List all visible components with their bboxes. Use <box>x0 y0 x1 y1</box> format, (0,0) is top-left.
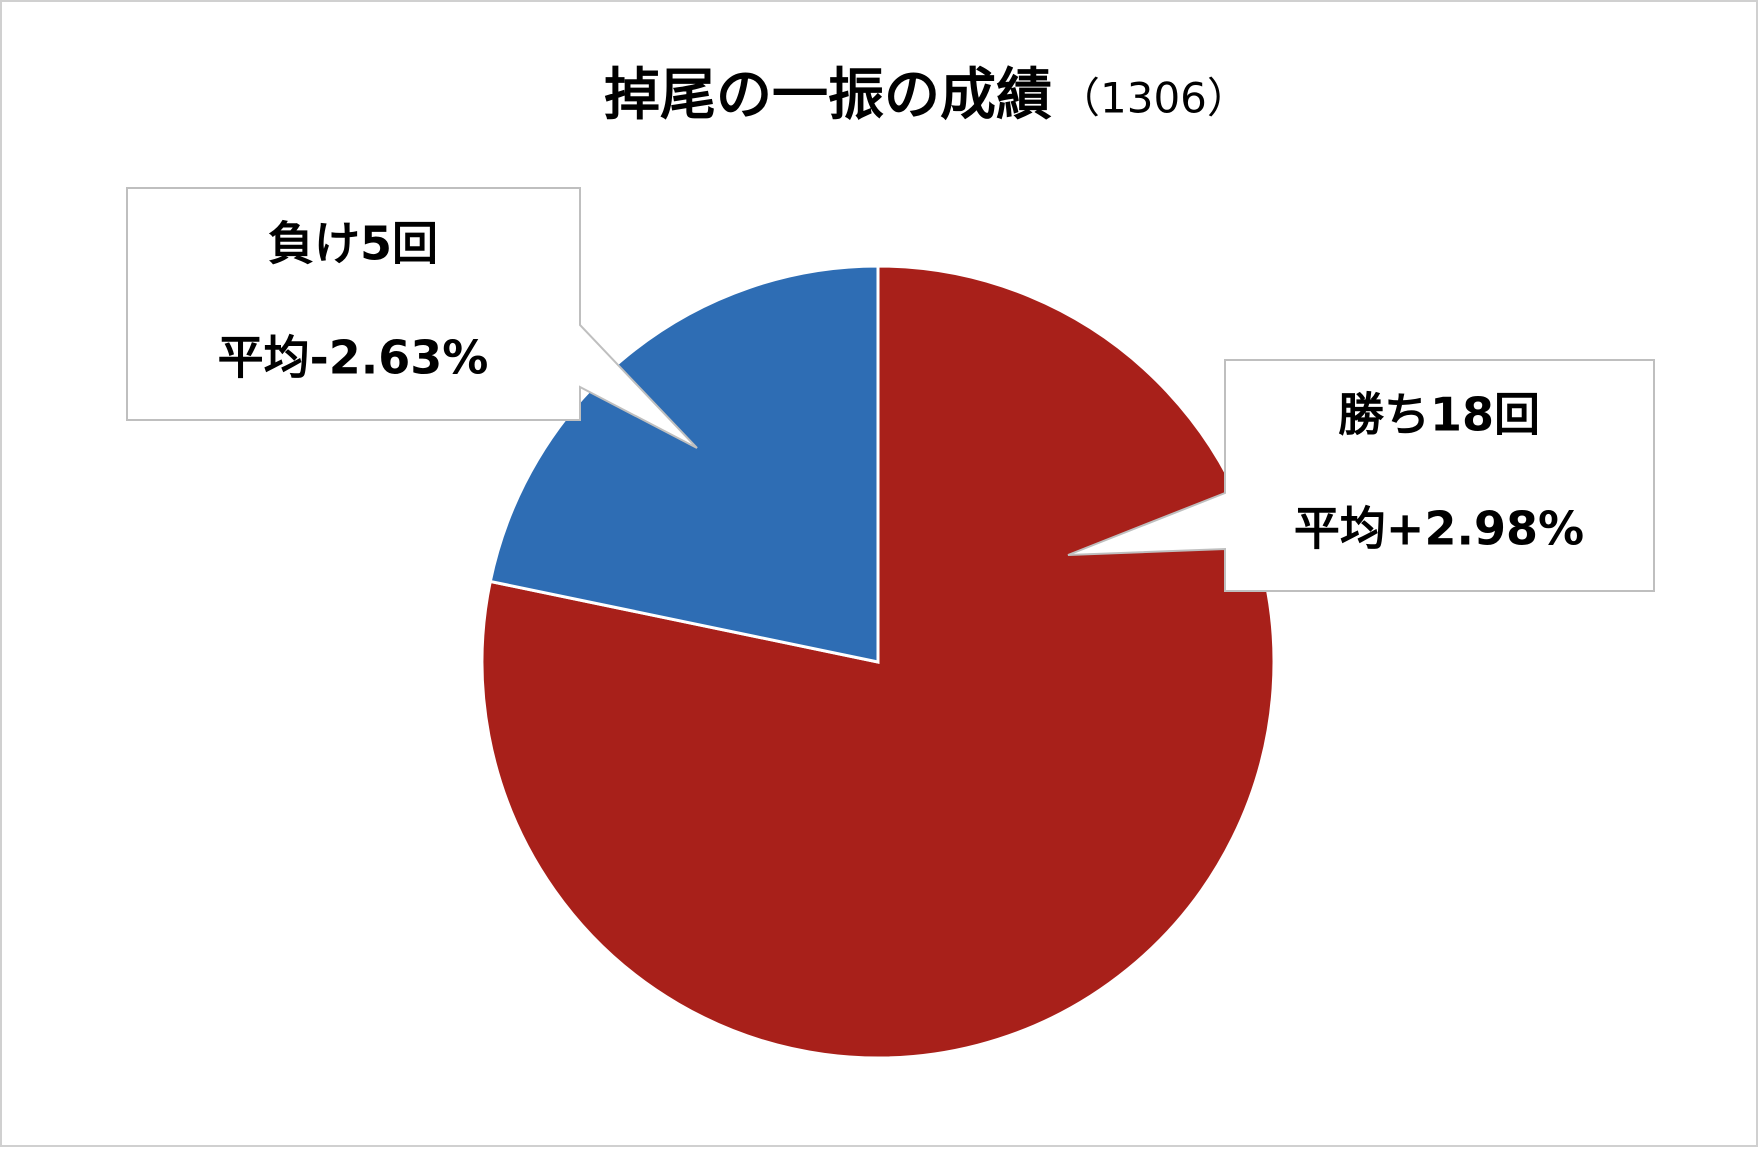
callout <box>1067 359 1655 592</box>
data-label: 平均+2.98% <box>1294 502 1584 556</box>
pie-slice <box>480 264 1276 1060</box>
pie-slice <box>488 264 880 664</box>
data-label: 負け5回 <box>268 217 438 271</box>
data-label: 勝ち18回 <box>1338 388 1540 442</box>
chart-title: 掉尾の一振の成績 <box>604 63 1052 128</box>
pie <box>480 264 1276 1060</box>
data-label: 平均-2.63% <box>218 331 489 385</box>
callout <box>126 187 698 449</box>
chart-subtitle: （1306） <box>1058 74 1249 123</box>
